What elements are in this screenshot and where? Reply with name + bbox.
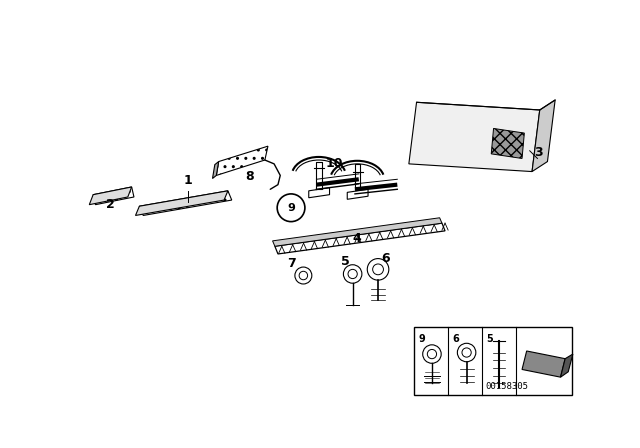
Text: 7: 7 xyxy=(287,258,296,271)
Text: 3: 3 xyxy=(534,146,543,159)
Polygon shape xyxy=(212,162,219,178)
Polygon shape xyxy=(140,191,232,215)
Circle shape xyxy=(458,343,476,362)
Text: 8: 8 xyxy=(245,170,254,184)
Polygon shape xyxy=(90,187,132,205)
Polygon shape xyxy=(348,189,368,199)
Text: 2: 2 xyxy=(106,198,115,211)
Polygon shape xyxy=(273,218,442,246)
Polygon shape xyxy=(93,187,134,205)
Polygon shape xyxy=(522,351,565,377)
Text: 9: 9 xyxy=(287,203,295,213)
Polygon shape xyxy=(136,191,228,215)
Polygon shape xyxy=(532,100,555,172)
Polygon shape xyxy=(216,146,268,176)
Text: 4: 4 xyxy=(353,232,362,245)
Text: 10: 10 xyxy=(325,157,343,170)
Circle shape xyxy=(462,348,471,357)
Bar xyxy=(414,327,572,395)
Circle shape xyxy=(344,265,362,283)
Circle shape xyxy=(372,264,383,275)
Text: 1: 1 xyxy=(184,174,192,187)
Circle shape xyxy=(348,269,357,279)
Circle shape xyxy=(299,271,308,280)
Polygon shape xyxy=(409,102,540,172)
Polygon shape xyxy=(492,129,524,159)
Text: 6: 6 xyxy=(452,334,460,344)
Circle shape xyxy=(422,345,441,363)
Text: 5: 5 xyxy=(340,255,349,268)
Text: 00158305: 00158305 xyxy=(485,382,528,391)
Text: 6: 6 xyxy=(381,252,390,265)
Text: 5: 5 xyxy=(486,334,493,344)
Polygon shape xyxy=(275,223,445,254)
Circle shape xyxy=(295,267,312,284)
Text: 9: 9 xyxy=(419,334,426,344)
Polygon shape xyxy=(308,188,330,198)
Circle shape xyxy=(277,194,305,222)
Polygon shape xyxy=(561,354,573,377)
Circle shape xyxy=(367,258,389,280)
Circle shape xyxy=(428,349,436,359)
